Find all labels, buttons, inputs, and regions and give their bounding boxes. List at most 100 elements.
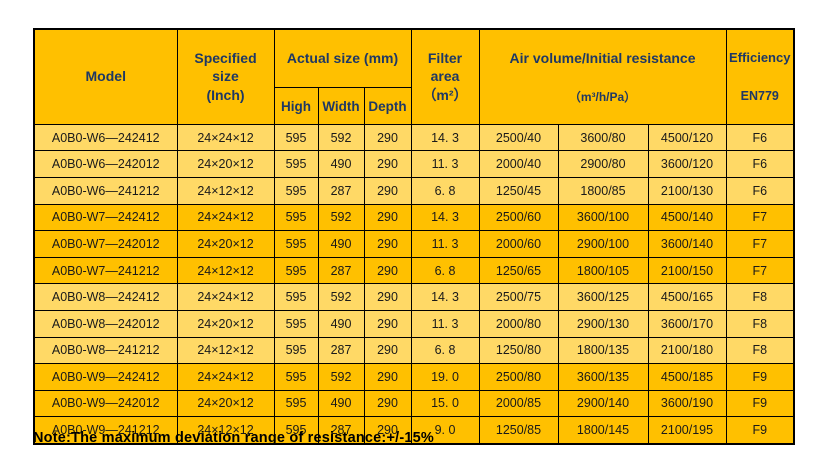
cell-depth: 290 (363, 389, 412, 418)
header-actual-size: Actual size (mm) (273, 28, 412, 89)
cell-specified-size: 24×12×12 (176, 256, 275, 285)
cell-airflow-2: 2900/100 (557, 230, 649, 258)
header-air-volume: Air volume/Initial resistance （m³/h/Pa） (478, 28, 727, 125)
cell-airflow-1: 2500/80 (478, 363, 559, 391)
cell-specified-size: 24×24×12 (176, 363, 275, 391)
cell-depth: 290 (363, 256, 412, 285)
cell-airflow-3: 4500/120 (647, 123, 727, 152)
cell-specified-size: 24×20×12 (176, 150, 275, 178)
cell-airflow-3: 4500/185 (647, 363, 727, 391)
cell-width: 287 (317, 256, 365, 285)
header-specified-size: Specified size (Inch) (176, 28, 275, 125)
cell-efficiency: F9 (725, 363, 795, 391)
cell-efficiency: F8 (725, 336, 795, 365)
table-row: A0B0-W7—242412 24×24×12 595 592 290 14. … (33, 203, 795, 232)
cell-width: 592 (317, 283, 365, 311)
cell-filter-area: 14. 3 (410, 283, 480, 311)
header-depth: Depth (363, 87, 412, 125)
cell-airflow-1: 2000/85 (478, 389, 559, 418)
cell-specified-size: 24×24×12 (176, 123, 275, 152)
filter-spec-table: Model Specified size (Inch) Actual size … (33, 28, 795, 445)
cell-model: A0B0-W9—242412 (33, 363, 178, 391)
header-air-volume-title: Air volume/Initial resistance (509, 49, 696, 66)
cell-airflow-2: 1800/145 (557, 416, 649, 445)
cell-depth: 290 (363, 283, 412, 311)
table-row: A0B0-W8—242012 24×20×12 595 490 290 11. … (33, 309, 795, 338)
cell-high: 595 (273, 256, 319, 285)
cell-airflow-1: 1250/45 (478, 176, 559, 205)
cell-airflow-2: 3600/100 (557, 203, 649, 232)
cell-high: 595 (273, 416, 319, 445)
cell-airflow-1: 2000/80 (478, 309, 559, 338)
table-row: A0B0-W6—242012 24×20×12 595 490 290 11. … (33, 150, 795, 178)
header-high: High (273, 87, 319, 125)
header-efficiency-title: Efficiency (729, 50, 791, 66)
cell-airflow-3: 3600/140 (647, 230, 727, 258)
cell-width: 592 (317, 363, 365, 391)
cell-filter-area: 11. 3 (410, 309, 480, 338)
cell-airflow-3: 2100/180 (647, 336, 727, 365)
cell-depth: 290 (363, 150, 412, 178)
table-row: A0B0-W9—242012 24×20×12 595 490 290 15. … (33, 389, 795, 418)
cell-filter-area: 6. 8 (410, 256, 480, 285)
cell-airflow-1: 1250/85 (478, 416, 559, 445)
cell-airflow-2: 1800/105 (557, 256, 649, 285)
cell-airflow-3: 4500/165 (647, 283, 727, 311)
cell-filter-area: 11. 3 (410, 230, 480, 258)
cell-filter-area: 19. 0 (410, 363, 480, 391)
table-row: A0B0-W9—241212 24×12×12 595 287 290 9. 0… (33, 416, 795, 445)
header-width: Width (317, 87, 365, 125)
cell-efficiency: F6 (725, 123, 795, 152)
header-efficiency: Efficiency EN779 (725, 28, 795, 125)
cell-high: 595 (273, 336, 319, 365)
cell-efficiency: F6 (725, 150, 795, 178)
cell-efficiency: F8 (725, 283, 795, 311)
table-row: A0B0-W7—241212 24×12×12 595 287 290 6. 8… (33, 256, 795, 285)
cell-depth: 290 (363, 176, 412, 205)
cell-filter-area: 14. 3 (410, 123, 480, 152)
cell-specified-size: 24×20×12 (176, 389, 275, 418)
cell-model: A0B0-W6—242012 (33, 150, 178, 178)
header-air-volume-unit: （m³/h/Pa） (568, 89, 637, 104)
cell-filter-area: 15. 0 (410, 389, 480, 418)
cell-filter-area: 9. 0 (410, 416, 480, 445)
cell-depth: 290 (363, 416, 412, 445)
cell-specified-size: 24×20×12 (176, 309, 275, 338)
cell-model: A0B0-W7—241212 (33, 256, 178, 285)
cell-width: 287 (317, 336, 365, 365)
cell-airflow-3: 3600/190 (647, 389, 727, 418)
table-row: A0B0-W8—242412 24×24×12 595 592 290 14. … (33, 283, 795, 311)
cell-airflow-3: 2100/195 (647, 416, 727, 445)
cell-filter-area: 14. 3 (410, 203, 480, 232)
table-row: A0B0-W6—242412 24×24×12 595 592 290 14. … (33, 123, 795, 152)
cell-depth: 290 (363, 123, 412, 152)
table-row: A0B0-W6—241212 24×12×12 595 287 290 6. 8… (33, 176, 795, 205)
cell-airflow-2: 2900/80 (557, 150, 649, 178)
cell-efficiency: F7 (725, 230, 795, 258)
cell-airflow-2: 3600/80 (557, 123, 649, 152)
cell-airflow-1: 2000/60 (478, 230, 559, 258)
cell-airflow-1: 2500/75 (478, 283, 559, 311)
cell-efficiency: F9 (725, 389, 795, 418)
cell-airflow-2: 2900/130 (557, 309, 649, 338)
cell-width: 592 (317, 203, 365, 232)
cell-model: A0B0-W7—242412 (33, 203, 178, 232)
cell-efficiency: F9 (725, 416, 795, 445)
cell-airflow-1: 1250/80 (478, 336, 559, 365)
cell-airflow-1: 2000/40 (478, 150, 559, 178)
cell-depth: 290 (363, 230, 412, 258)
table-row: A0B0-W8—241212 24×12×12 595 287 290 6. 8… (33, 336, 795, 365)
cell-efficiency: F8 (725, 309, 795, 338)
cell-model: A0B0-W8—242012 (33, 309, 178, 338)
cell-high: 595 (273, 203, 319, 232)
table-body: A0B0-W6—242412 24×24×12 595 592 290 14. … (33, 123, 795, 445)
cell-high: 595 (273, 309, 319, 338)
cell-efficiency: F7 (725, 203, 795, 232)
header-efficiency-standard: EN779 (740, 88, 779, 103)
cell-width: 592 (317, 123, 365, 152)
cell-high: 595 (273, 230, 319, 258)
cell-model: A0B0-W6—241212 (33, 176, 178, 205)
cell-width: 490 (317, 389, 365, 418)
cell-airflow-3: 4500/140 (647, 203, 727, 232)
